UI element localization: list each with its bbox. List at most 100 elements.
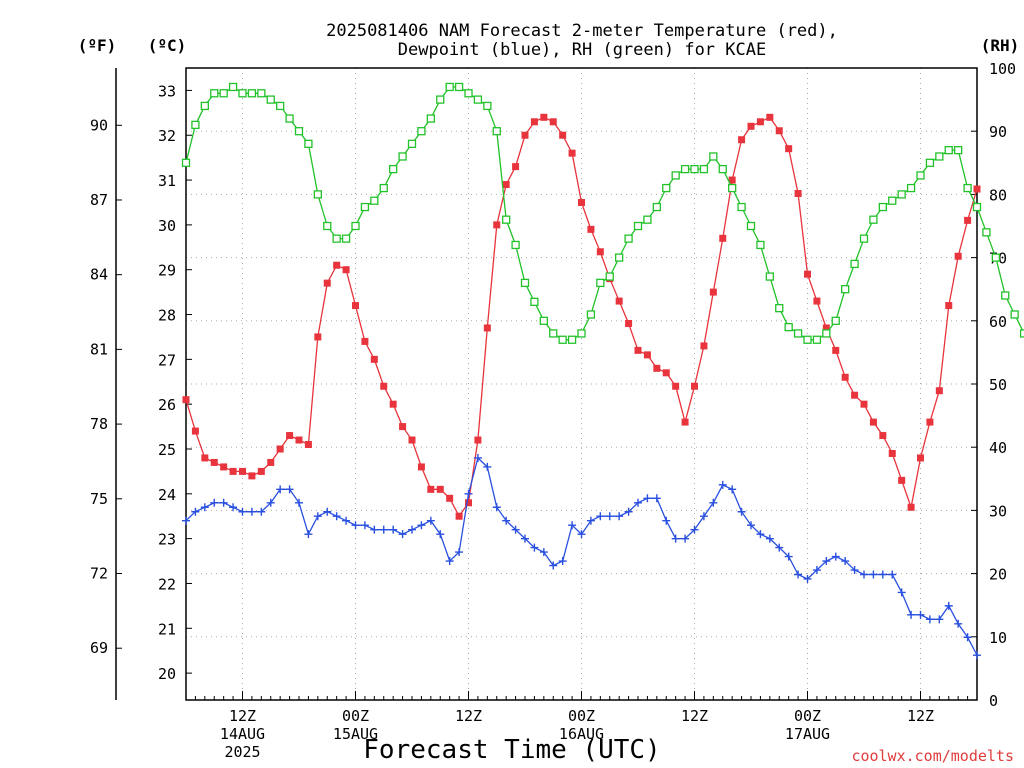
rh-point xyxy=(878,202,887,212)
rh-point xyxy=(417,127,426,136)
temperature-point xyxy=(907,503,915,511)
celsius-tick-label: 22 xyxy=(158,575,176,593)
temperature-point xyxy=(342,266,350,274)
dewpoint-point xyxy=(747,521,755,530)
temperature-point xyxy=(276,445,284,453)
fahrenheit-tick-label: 87 xyxy=(90,191,108,209)
time-tick-label: 14AUG xyxy=(220,725,265,743)
dewpoint-point xyxy=(285,485,294,494)
rh-tick-label: 100 xyxy=(989,60,1016,78)
temperature-point xyxy=(549,118,557,126)
rh-point xyxy=(841,285,850,294)
rh-point xyxy=(793,329,803,338)
temperature-point xyxy=(756,118,764,126)
rh-line xyxy=(185,86,1024,341)
rh-point xyxy=(351,221,360,231)
dewpoint-point xyxy=(436,530,445,539)
time-tick-label: 16AUG xyxy=(559,725,604,743)
temperature-point xyxy=(182,396,190,404)
dewpoint-point xyxy=(200,503,209,512)
temperature-point xyxy=(832,346,840,354)
dewpoint-point xyxy=(379,525,388,534)
dewpoint-point xyxy=(888,570,897,579)
dewpoint-point xyxy=(643,494,652,503)
temperature-point xyxy=(530,118,538,126)
dewpoint-point xyxy=(634,498,642,507)
rh-point xyxy=(972,202,982,212)
temperature-point xyxy=(210,458,218,466)
rh-point xyxy=(370,196,379,205)
rh-point xyxy=(530,297,539,306)
rh-point xyxy=(577,329,586,338)
temperature-point xyxy=(521,131,529,139)
temperature-point xyxy=(295,436,303,444)
time-tick-label: 17AUG xyxy=(785,725,830,743)
time-tick-label: 12Z xyxy=(229,707,256,725)
dewpoint-point xyxy=(426,516,435,525)
dewpoint-point xyxy=(954,619,963,628)
rh-point xyxy=(191,120,200,130)
temperature-point xyxy=(417,463,425,471)
temperature-point xyxy=(869,418,877,426)
fahrenheit-axis: 69 72 75 78 81 84 87 90 xyxy=(90,116,122,657)
dewpoint-point xyxy=(398,530,407,539)
celsius-tick-label: 28 xyxy=(158,307,176,325)
rh-tick-label: 0 xyxy=(989,692,998,710)
rh-point xyxy=(511,240,520,250)
temperature-point xyxy=(766,113,774,121)
rh-point xyxy=(228,82,238,92)
dewpoint-point xyxy=(266,498,275,507)
temperature-point xyxy=(408,436,416,444)
dewpoint-point xyxy=(455,548,464,557)
temperature-line xyxy=(185,116,978,518)
rh-point xyxy=(709,152,718,161)
rh-point xyxy=(944,146,953,155)
credit-link[interactable]: coolwx.com/modelts xyxy=(851,747,1014,765)
rh-point xyxy=(596,278,605,288)
dewpoint-point xyxy=(539,548,548,557)
dewpoint-point xyxy=(775,543,784,552)
temperature-point xyxy=(333,261,341,269)
dewpoint-point xyxy=(370,525,379,534)
dewpoint-point xyxy=(332,512,341,521)
dewpoint-point xyxy=(313,512,322,521)
temperature-point xyxy=(841,373,849,381)
dewpoint-point xyxy=(897,588,906,597)
temperature-point xyxy=(380,382,388,390)
dewpoint-series xyxy=(182,453,981,660)
rh-point xyxy=(558,335,567,344)
celsius-tick-label: 31 xyxy=(158,172,176,190)
fahrenheit-tick-label: 69 xyxy=(90,639,108,657)
temperature-point xyxy=(719,234,727,242)
temperature-point xyxy=(785,145,793,153)
temperature-point xyxy=(436,485,444,493)
temperature-point xyxy=(483,324,491,332)
rh-point xyxy=(869,215,878,224)
fahrenheit-tick-label: 81 xyxy=(90,340,108,358)
temperature-point xyxy=(502,181,510,189)
celsius-tick-label: 23 xyxy=(158,531,176,549)
rh-point xyxy=(643,215,652,224)
temperature-point xyxy=(596,248,604,256)
time-tick-label: 12Z xyxy=(455,707,482,725)
dewpoint-point xyxy=(182,516,190,525)
dewpoint-point xyxy=(925,615,934,624)
dewpoint-point xyxy=(944,601,953,610)
rh-tick-label: 90 xyxy=(989,123,1007,141)
temperature-point xyxy=(352,302,359,310)
rh-point xyxy=(549,329,558,338)
temperature-point xyxy=(323,279,331,287)
dewpoint-point xyxy=(229,503,238,512)
time-tick-label: 12Z xyxy=(907,707,934,725)
celsius-tick-label: 29 xyxy=(158,262,176,280)
rh-point xyxy=(332,234,341,243)
temperature-point xyxy=(672,382,680,390)
dewpoint-point xyxy=(973,651,981,660)
temperature-point xyxy=(559,131,567,139)
dewpoint-point xyxy=(360,521,369,530)
temperature-point xyxy=(643,351,651,359)
rh-point xyxy=(464,89,473,98)
rh-point xyxy=(963,183,972,193)
dewpoint-point xyxy=(577,530,586,539)
